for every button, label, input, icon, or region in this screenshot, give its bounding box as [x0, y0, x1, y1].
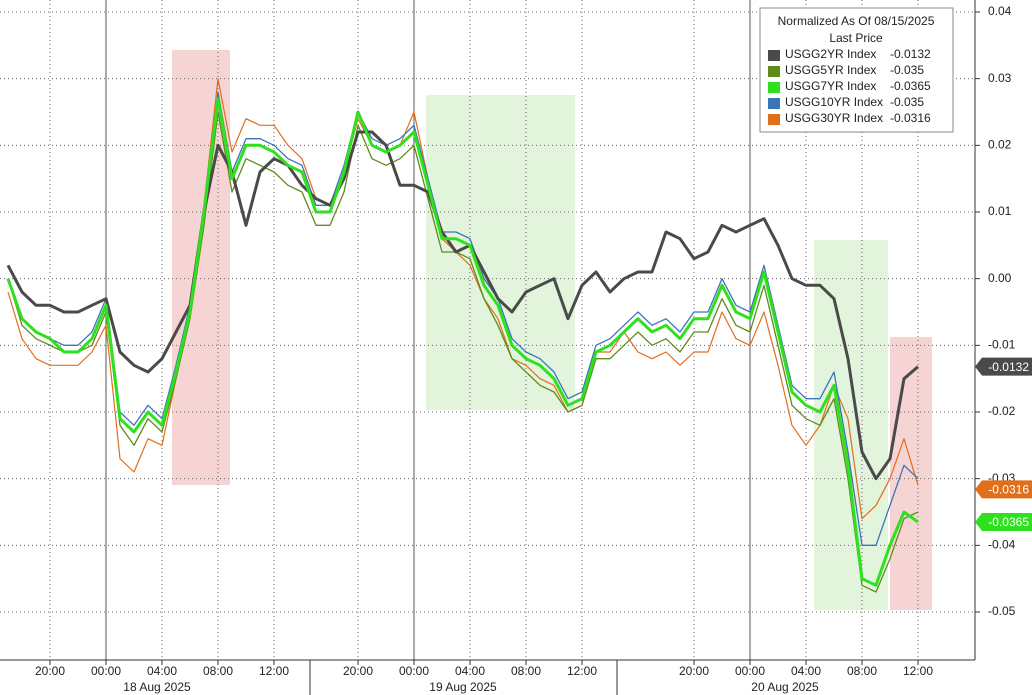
- legend-label: USGG5YR Index: [785, 63, 876, 77]
- x-tick-label: 08:00: [511, 664, 541, 678]
- y-tick-label: 0.02: [988, 138, 1012, 152]
- y-tick-label: -0.04: [988, 538, 1016, 552]
- legend-value: -0.0132: [890, 47, 931, 61]
- legend-value: -0.035: [890, 63, 924, 77]
- highlight-region: [890, 337, 932, 610]
- legend-value: -0.0316: [890, 111, 931, 125]
- legend-title: Normalized As Of 08/15/2025: [778, 14, 935, 28]
- series-line: [7, 91, 919, 546]
- x-tick-label: 08:00: [203, 664, 233, 678]
- date-label: 19 Aug 2025: [429, 680, 497, 694]
- legend-swatch: [768, 82, 780, 93]
- x-tick-label: 12:00: [259, 664, 289, 678]
- x-tick-label: 20:00: [679, 664, 709, 678]
- x-tick-label: 20:00: [35, 664, 65, 678]
- price-tag-label: -0.0316: [988, 483, 1029, 497]
- series-line: [6, 97, 919, 587]
- y-tick-label: 0.01: [988, 204, 1012, 218]
- legend-subtitle: Last Price: [829, 31, 883, 45]
- x-tick-label: 04:00: [455, 664, 485, 678]
- legend-swatch: [768, 50, 780, 61]
- x-tick-label: 00:00: [735, 664, 765, 678]
- highlight-region: [814, 240, 888, 610]
- legend-value: -0.0365: [890, 79, 931, 93]
- legend-label: USGG7YR Index: [785, 79, 876, 93]
- x-tick-label: 12:00: [903, 664, 933, 678]
- legend-label: USGG30YR Index: [785, 111, 883, 125]
- legend-swatch: [768, 98, 780, 109]
- x-tick-label: 04:00: [791, 664, 821, 678]
- date-label: 18 Aug 2025: [123, 680, 191, 694]
- legend-label: USGG2YR Index: [785, 47, 876, 61]
- plot: [6, 78, 919, 593]
- x-tick-label: 00:00: [399, 664, 429, 678]
- y-tick-label: 0.04: [988, 4, 1012, 18]
- x-tick-label: 00:00: [91, 664, 121, 678]
- y-tick-label: 0.00: [988, 271, 1012, 285]
- legend-value: -0.035: [890, 95, 924, 109]
- x-tick-label: 08:00: [847, 664, 877, 678]
- price-tag: [975, 513, 1032, 531]
- legend-box: [759, 7, 954, 133]
- y-tick-label: -0.01: [988, 338, 1016, 352]
- legend-swatch: [768, 114, 780, 125]
- series-line: [7, 78, 919, 520]
- price-tag: [975, 357, 1032, 376]
- price-tag-label: -0.0365: [988, 515, 1029, 529]
- x-tick-label: 20:00: [343, 664, 373, 678]
- y-tick-label: 0.03: [988, 71, 1012, 85]
- x-tick-label: 12:00: [567, 664, 597, 678]
- legend: Normalized As Of 08/15/2025 Last Price U…: [759, 7, 954, 133]
- series-line: [7, 111, 919, 593]
- price-tag-label: -0.0132: [988, 360, 1029, 374]
- date-label: 20 Aug 2025: [751, 680, 819, 694]
- price-tag: [975, 480, 1032, 499]
- y-tick-label: -0.05: [988, 604, 1016, 618]
- series-line: [6, 130, 919, 481]
- legend-swatch: [768, 66, 780, 77]
- y-tick-label: -0.02: [988, 404, 1016, 418]
- x-tick-label: 04:00: [147, 664, 177, 678]
- legend-label: USGG10YR Index: [785, 95, 883, 109]
